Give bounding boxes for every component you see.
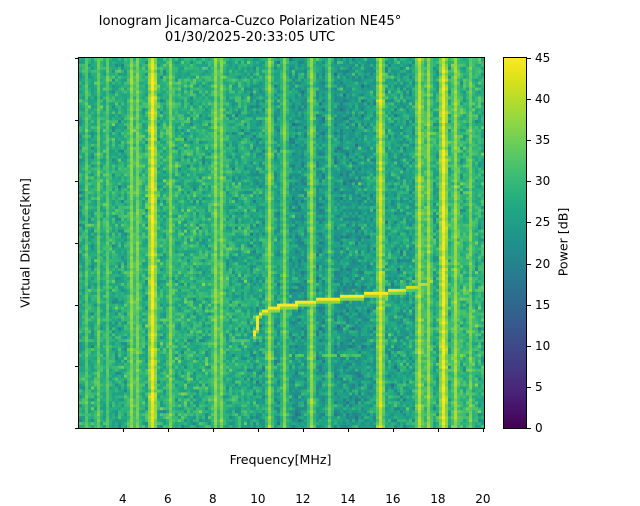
x-tick-label: 12 xyxy=(295,492,311,506)
y-tick-mark xyxy=(75,304,79,306)
x-tick-mark xyxy=(482,428,484,432)
x-tick-mark xyxy=(257,428,259,432)
colorbar-tick-mark xyxy=(527,345,531,347)
x-tick-label: 14 xyxy=(340,492,356,506)
x-tick-mark xyxy=(392,428,394,432)
colorbar-tick-label: 5 xyxy=(535,379,543,394)
x-tick-label: 10 xyxy=(250,492,266,506)
x-tick-mark xyxy=(347,428,349,432)
x-tick-label: 8 xyxy=(209,492,217,506)
x-tick-label: 18 xyxy=(430,492,446,506)
colorbar-tick-mark xyxy=(527,140,531,142)
colorbar-label: Power [dB] xyxy=(555,207,571,277)
x-tick-mark xyxy=(167,428,169,432)
colorbar-tick-mark xyxy=(527,304,531,306)
title-line-1: Ionogram Jicamarca-Cuzco Polarization NE… xyxy=(98,14,402,29)
x-tick-mark xyxy=(212,428,214,432)
x-tick-mark xyxy=(302,428,304,432)
x-tick-label: 20 xyxy=(475,492,491,506)
ionogram-heatmap xyxy=(79,58,484,428)
colorbar-tick-label: 30 xyxy=(535,174,551,189)
ionogram-figure: Ionogram Jicamarca-Cuzco Polarization NE… xyxy=(0,14,571,506)
colorbar-tick-label: 45 xyxy=(535,51,551,65)
colorbar-tick-mark xyxy=(527,428,531,429)
colorbar-tick-mark xyxy=(527,181,531,183)
y-tick-mark xyxy=(75,119,79,121)
colorbar-tick-mark xyxy=(527,99,531,101)
x-tick-label: 4 xyxy=(119,492,127,506)
colorbar: 0 5 10 15 20 25 30 35 40 45 xyxy=(503,51,550,435)
colorbar-tick-mark xyxy=(527,386,531,388)
colorbar-tick-label: 40 xyxy=(535,92,551,107)
y-tick-mark xyxy=(75,243,79,244)
y-axis-label: Virtual Distance[km] xyxy=(17,178,33,308)
figure-title: Ionogram Jicamarca-Cuzco Polarization NE… xyxy=(0,14,500,46)
y-tick-mark xyxy=(75,181,79,183)
y-tick-mark xyxy=(75,428,79,429)
colorbar-tick-label: 35 xyxy=(535,133,551,148)
y-tick-mark xyxy=(75,366,79,368)
plot-axes: 050010001500200025003000 468101214161820… xyxy=(18,57,491,506)
colorbar-tick-label: 15 xyxy=(535,297,551,312)
colorbar-tick-label: 0 xyxy=(535,421,543,435)
x-tick-label: 16 xyxy=(385,492,401,506)
colorbar-tick-label: 10 xyxy=(535,338,551,353)
x-tick-label: 6 xyxy=(164,492,172,506)
colorbar-tick-label: 25 xyxy=(535,215,551,230)
colorbar-tick-label: 20 xyxy=(535,256,551,271)
colorbar-tick-mark xyxy=(527,222,531,224)
title-line-2: 01/30/2025-20:33:05 UTC xyxy=(164,30,336,45)
x-tick-mark xyxy=(437,428,439,432)
x-tick-mark xyxy=(122,428,124,432)
colorbar-gradient xyxy=(504,58,526,428)
colorbar-tick-mark xyxy=(527,58,531,59)
colorbar-tick-mark xyxy=(527,263,531,265)
y-tick-mark xyxy=(75,58,79,59)
x-axis-label: Frequency[MHz] xyxy=(229,452,332,467)
